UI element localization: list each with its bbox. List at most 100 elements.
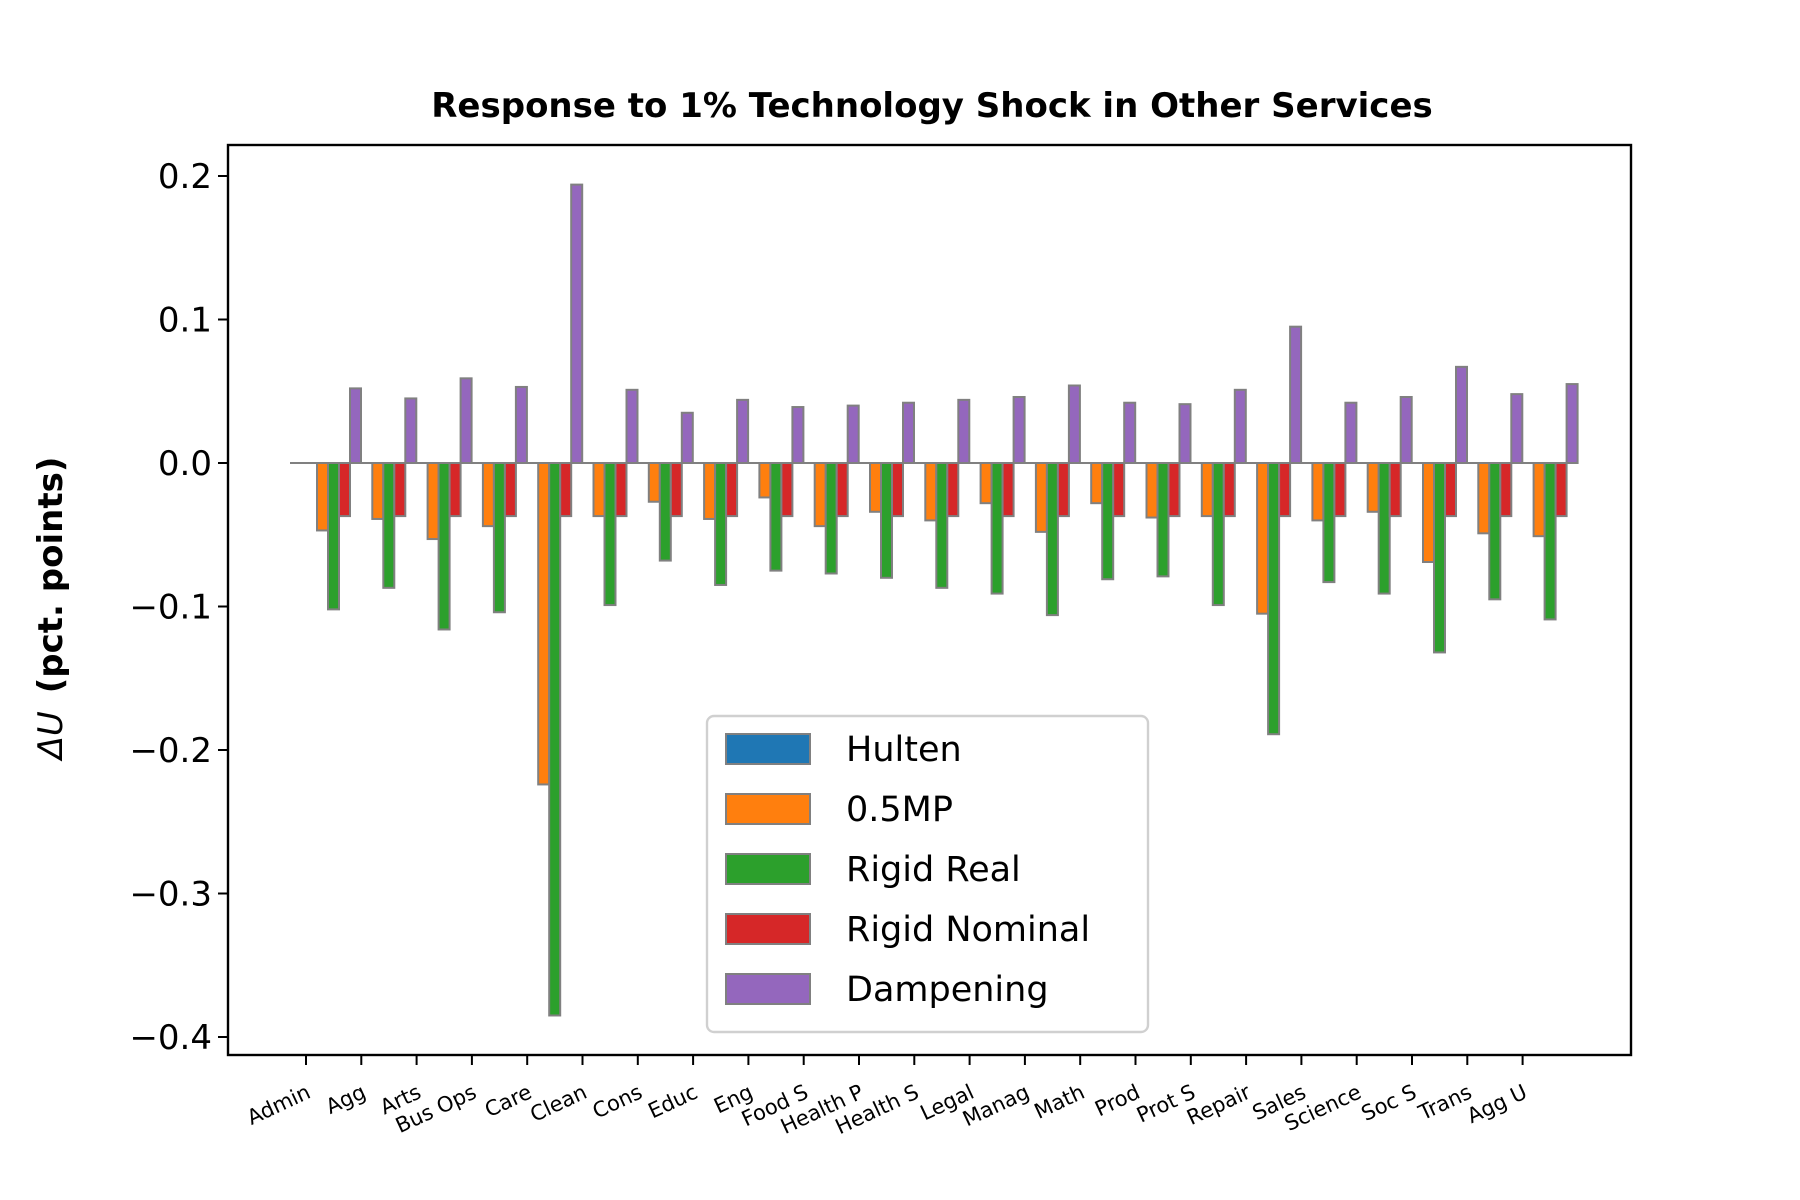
bar-0-5mp-science: [1366, 462, 1380, 513]
bar-rigid-nominal-soc-s: [1444, 462, 1457, 518]
x-tick-label: Educ: [644, 1080, 701, 1124]
bar-rigid-real-legal: [990, 462, 1004, 595]
x-tick-label: Care: [481, 1080, 535, 1122]
bar-rigid-nominal-arts: [448, 462, 462, 518]
bar-rigid-real-health-s: [935, 462, 949, 589]
bar-rigid-real-repair: [1267, 462, 1281, 736]
y-tick-label: 0.1: [158, 301, 212, 341]
bar-dampening-soc-s: [1455, 365, 1468, 465]
bar-0-5mp-prod: [1145, 462, 1159, 519]
x-tick-label: Prod: [1091, 1080, 1143, 1121]
plot-area-frame: [226, 143, 1633, 1057]
bar-rigid-nominal-agg: [393, 462, 407, 518]
bar-rigid-nominal-sales: [1333, 462, 1347, 518]
bar-dampening-educ: [736, 398, 750, 464]
bar-dampening-eng: [791, 406, 805, 465]
bar-rigid-real-bus-ops: [492, 462, 506, 614]
y-tick-label: −0.1: [129, 588, 212, 628]
bar-rigid-real-cons: [658, 462, 672, 562]
y-axis-label-units: (pct. points): [31, 457, 71, 694]
bar-rigid-nominal-admin: [338, 462, 351, 518]
bar-rigid-nominal-repair: [1278, 462, 1292, 518]
bar-rigid-nominal-prod: [1167, 462, 1181, 518]
bar-0-5mp-legal: [979, 462, 993, 505]
x-tick-label: Cons: [589, 1080, 646, 1124]
x-tick-label: Repair: [1183, 1080, 1254, 1130]
bar-0-5mp-agg-u: [1532, 462, 1546, 538]
bar-rigid-real-prot-s: [1211, 462, 1225, 607]
bar-rigid-nominal-eng: [780, 462, 794, 518]
bar-rigid-nominal-health-p: [891, 462, 904, 518]
bar-dampening-agg: [404, 397, 418, 464]
bar-0-5mp-food-s: [813, 462, 827, 528]
bar-rigid-real-manag: [1045, 462, 1059, 617]
bar-rigid-nominal-agg-u: [1554, 462, 1568, 518]
x-tick-label: Soc S: [1358, 1080, 1420, 1126]
legend-swatch-dampening: [725, 973, 811, 1005]
y-axis-label-symbol: ΔU: [31, 711, 71, 762]
bar-rigid-real-clean: [603, 462, 617, 607]
bar-rigid-real-health-p: [880, 462, 893, 579]
x-tick-label: Agg U: [1463, 1080, 1530, 1128]
bar-dampening-math: [1123, 401, 1137, 465]
y-tick-label: −0.2: [129, 731, 212, 771]
bar-rigid-real-agg: [382, 462, 396, 589]
chart-title: Response to 1% Technology Shock in Other…: [431, 86, 1433, 126]
bar-dampening-sales: [1344, 401, 1358, 465]
bar-rigid-nominal-trans: [1499, 462, 1513, 518]
legend-label-rigid-real: Rigid Real: [846, 850, 1021, 890]
bar-0-5mp-arts: [426, 462, 440, 541]
y-tick-label: 0.2: [158, 157, 212, 197]
legend-label-rigid-nominal: Rigid Nominal: [846, 910, 1090, 950]
legend-label-0-5mp: 0.5MP: [846, 790, 953, 830]
bar-rigid-nominal-care: [559, 462, 573, 518]
x-tick-label: Math: [1031, 1080, 1089, 1124]
bar-rigid-real-agg-u: [1543, 462, 1557, 621]
bar-dampening-legal: [1012, 395, 1026, 464]
bar-0-5mp-health-p: [869, 462, 882, 513]
bar-dampening-trans: [1510, 393, 1524, 464]
bar-0-5mp-soc-s: [1422, 462, 1435, 564]
bar-rigid-nominal-educ: [725, 462, 739, 518]
bar-rigid-real-food-s: [824, 462, 838, 575]
bar-rigid-real-trans: [1488, 462, 1502, 601]
bar-dampening-arts: [459, 377, 473, 464]
bar-dampening-science: [1399, 395, 1413, 464]
bar-rigid-nominal-clean: [614, 462, 628, 518]
legend-swatch-rigid-real: [725, 853, 811, 885]
bar-rigid-real-educ: [714, 462, 728, 586]
bar-rigid-nominal-bus-ops: [503, 462, 517, 518]
y-tick-label: −0.4: [129, 1018, 212, 1058]
bar-rigid-real-eng: [769, 462, 783, 572]
bar-0-5mp-manag: [1034, 462, 1048, 533]
legend-swatch-hulten: [725, 733, 811, 765]
bar-0-5mp-clean: [592, 462, 606, 518]
bar-rigid-real-math: [1101, 462, 1115, 581]
legend-swatch-0-5mp: [725, 793, 811, 825]
bar-0-5mp-agg: [371, 462, 385, 520]
legend-label-hulten: Hulten: [846, 730, 962, 770]
svg-text:ΔU(pct. points): ΔU (pct. points): [31, 457, 71, 763]
bar-dampening-health-s: [957, 398, 971, 464]
bar-rigid-nominal-science: [1388, 462, 1402, 518]
bar-rigid-real-arts: [437, 462, 451, 631]
bar-dampening-clean: [625, 388, 639, 464]
bar-dampening-food-s: [846, 404, 860, 465]
bar-dampening-admin: [349, 387, 362, 465]
bar-0-5mp-bus-ops: [481, 462, 495, 528]
bar-rigid-real-admin: [327, 462, 340, 611]
bar-0-5mp-educ: [703, 462, 717, 520]
bar-rigid-nominal-manag: [1056, 462, 1070, 518]
bar-0-5mp-admin: [316, 462, 329, 532]
x-tick-label: Admin: [243, 1080, 314, 1130]
legend-box: [705, 714, 1150, 1034]
bar-0-5mp-repair: [1256, 462, 1270, 615]
bar-rigid-nominal-health-s: [946, 462, 960, 518]
bar-rigid-nominal-math: [1112, 462, 1126, 518]
bar-rigid-nominal-cons: [669, 462, 683, 518]
bar-0-5mp-eng: [758, 462, 772, 499]
bar-dampening-agg-u: [1565, 383, 1579, 465]
bar-rigid-nominal-food-s: [835, 462, 849, 518]
bar-rigid-nominal-legal: [1001, 462, 1015, 518]
